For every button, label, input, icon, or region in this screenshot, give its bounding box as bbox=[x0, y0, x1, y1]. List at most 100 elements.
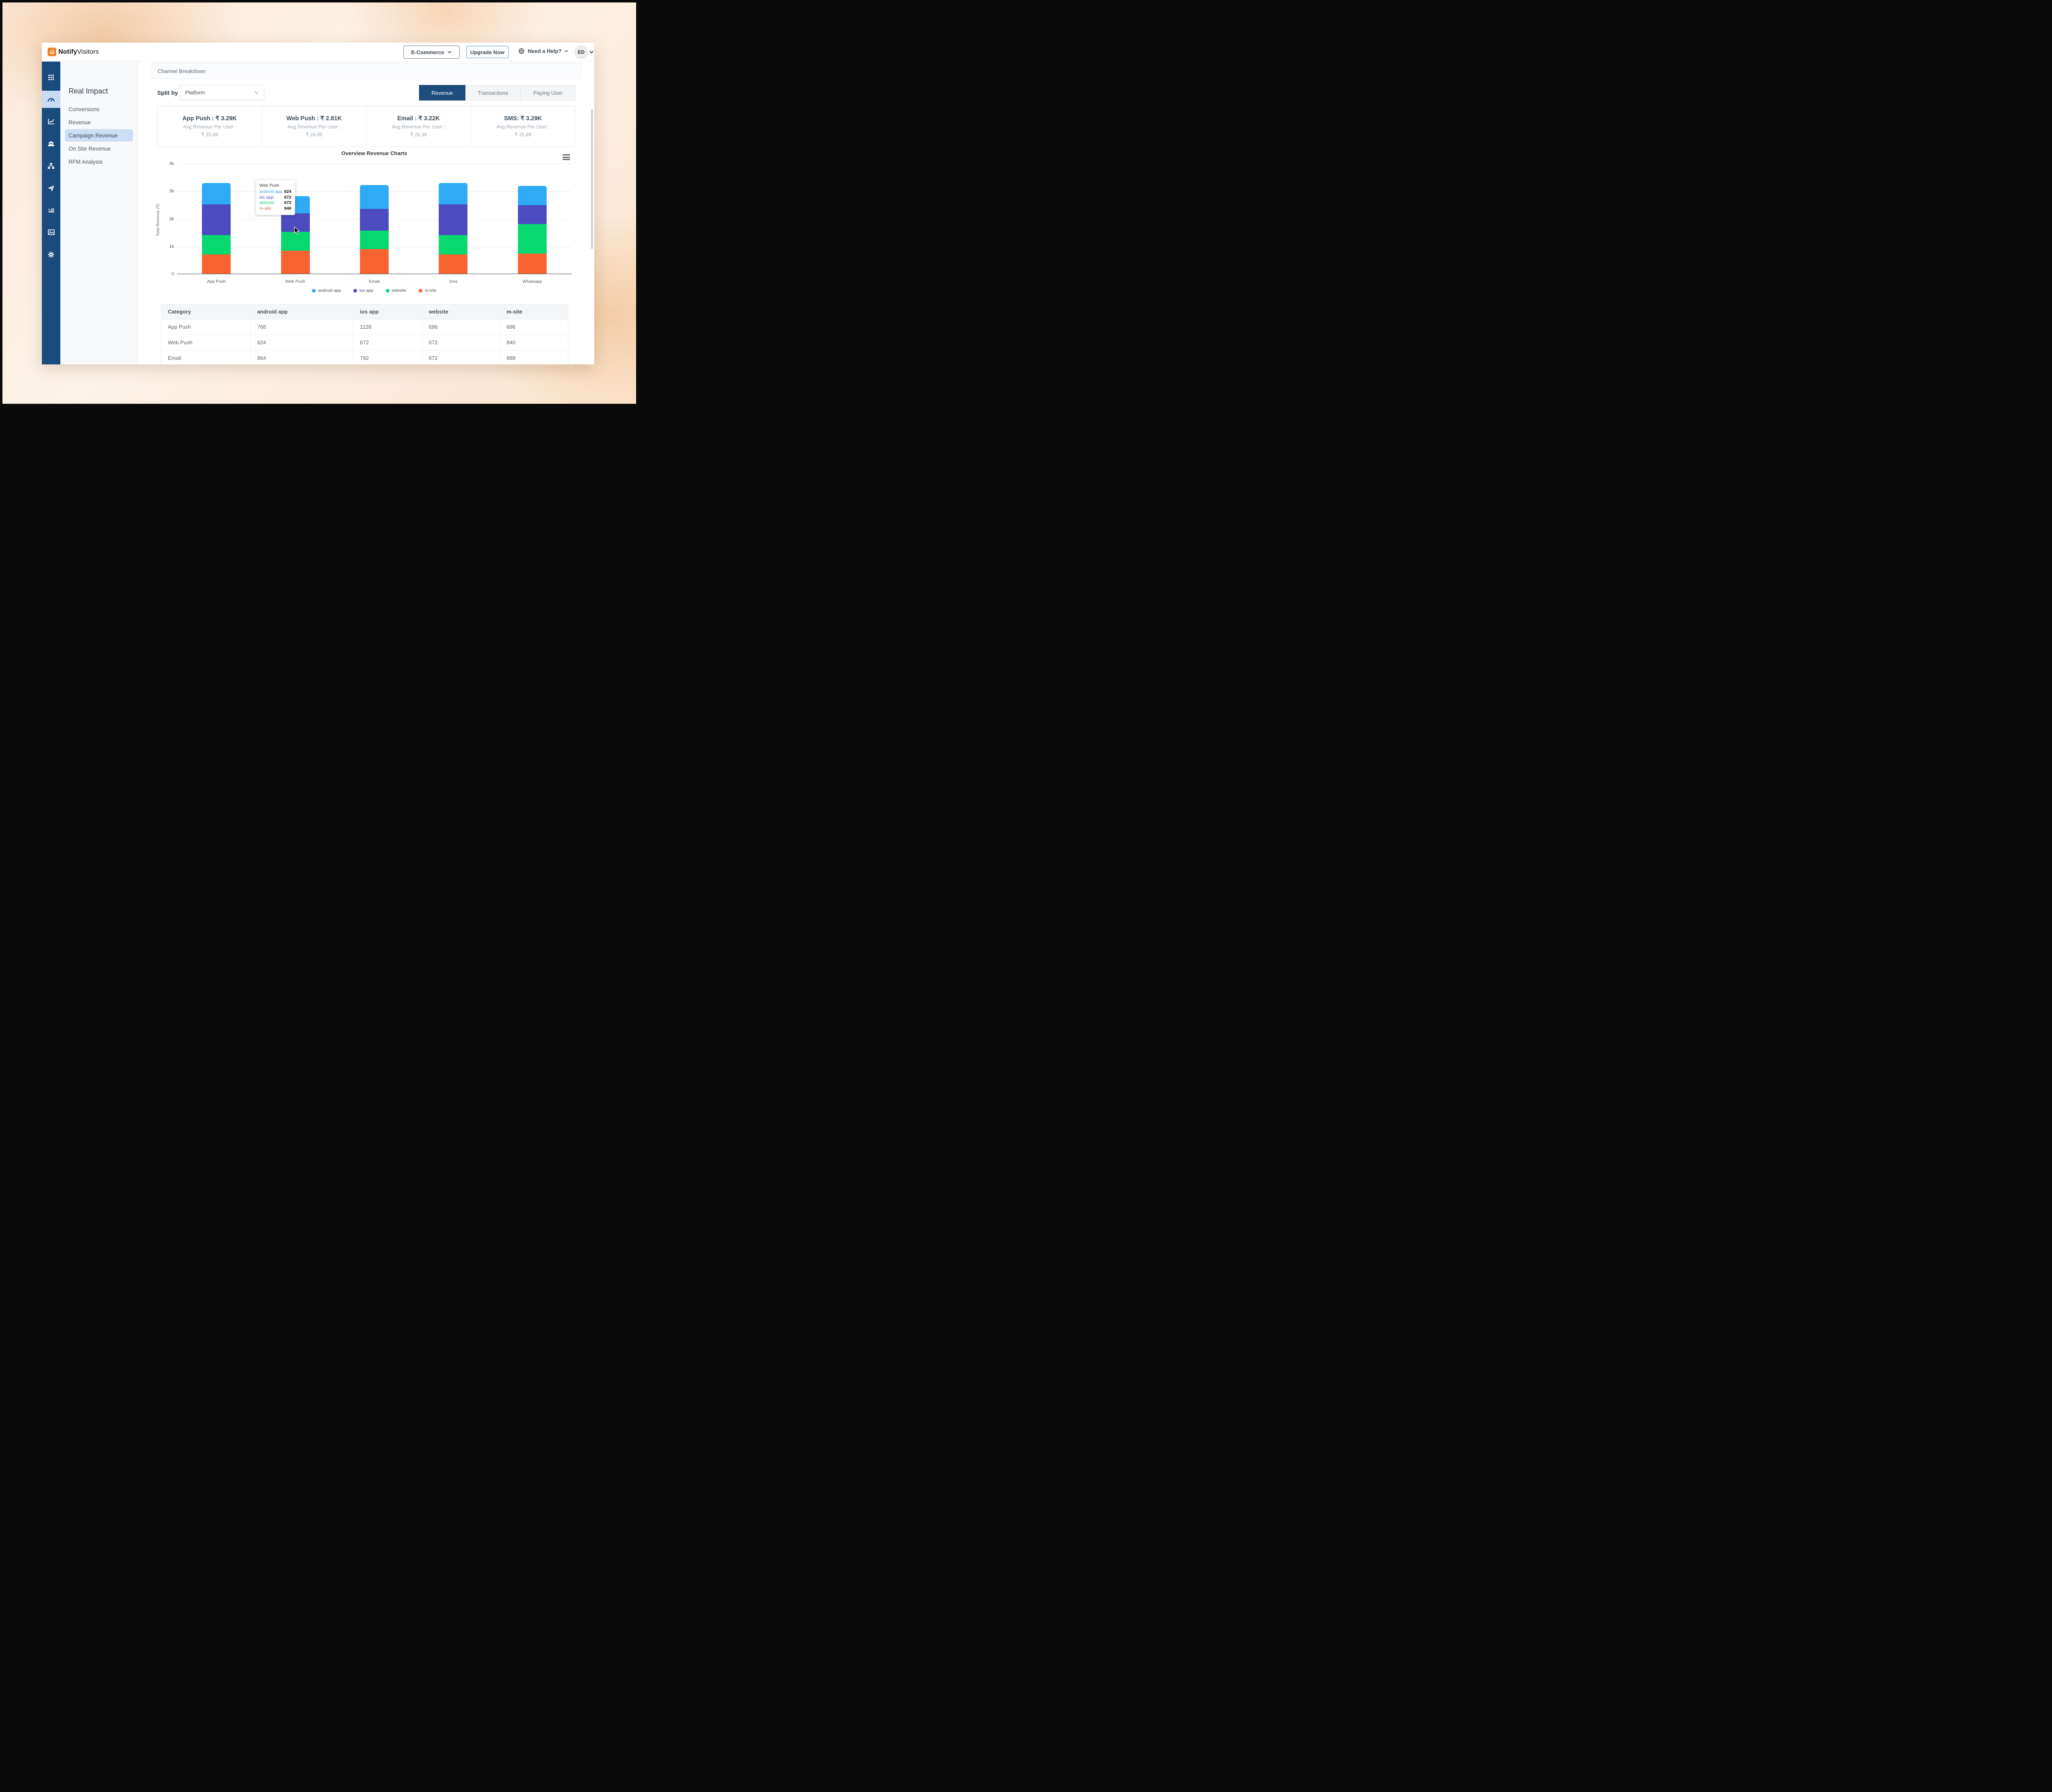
summary-card: App Push : ₹ 3.29K Avg Revenue Per User :… bbox=[158, 106, 262, 146]
help-label: Need a Help? bbox=[528, 48, 562, 54]
bar-segment-website-email[interactable] bbox=[360, 231, 389, 249]
tooltip-series-label: ios app: bbox=[259, 195, 275, 200]
bar-segment-ios-app-whatsapp[interactable] bbox=[518, 205, 547, 224]
tab-revenue[interactable]: Revenue bbox=[419, 85, 465, 101]
help-menu[interactable]: Need a Help? bbox=[518, 48, 568, 55]
settings-icon[interactable] bbox=[42, 246, 60, 263]
bar-segment-website-sms[interactable] bbox=[439, 235, 468, 255]
y-axis-tick: 4k bbox=[169, 161, 174, 166]
bar-segment-website-whatsapp[interactable] bbox=[518, 224, 547, 254]
table-cell: Email bbox=[161, 350, 251, 364]
table-cell: 1128 bbox=[353, 319, 422, 334]
sidebar-icon-rail bbox=[42, 62, 60, 364]
legend-item-website[interactable]: website bbox=[385, 288, 407, 293]
apps-grid-icon[interactable] bbox=[42, 69, 60, 86]
legend-label: website bbox=[392, 288, 407, 293]
bar-segment-android-app-whatsapp[interactable] bbox=[518, 185, 547, 206]
tooltip-series-value: 672 bbox=[284, 200, 291, 205]
bar-segment-ios-app-app-push[interactable] bbox=[202, 204, 231, 236]
legend-dot bbox=[385, 288, 389, 293]
tab-paying-user[interactable]: Paying User bbox=[521, 85, 575, 101]
tooltip-series-value: 672 bbox=[284, 195, 291, 200]
table-cell: 888 bbox=[506, 355, 516, 361]
line-chart-icon[interactable] bbox=[42, 113, 60, 130]
y-axis-tick: 0 bbox=[171, 272, 174, 277]
breadcrumb-bar: Channel Breakdown bbox=[151, 63, 582, 79]
workspace-dropdown[interactable]: E-Commerce bbox=[403, 46, 460, 59]
upgrade-now-label: Upgrade Now bbox=[470, 49, 505, 55]
sidebar-item-campaign-revenue[interactable]: Campaign Revenue bbox=[65, 129, 133, 142]
chart-hamburger-menu-icon[interactable] bbox=[563, 154, 570, 160]
bar-segment-m-site-sms[interactable] bbox=[439, 254, 468, 274]
legend-item-ios-app[interactable]: ios app bbox=[353, 288, 373, 293]
dashboard-gauge-icon[interactable] bbox=[42, 91, 60, 108]
bar-segment-ios-app-sms[interactable] bbox=[439, 204, 468, 236]
legend-item-android-app[interactable]: android app bbox=[312, 288, 341, 293]
bar-segment-website-web-push[interactable] bbox=[281, 232, 310, 251]
bar-segment-m-site-email[interactable] bbox=[360, 249, 389, 274]
bar-segment-android-app-sms[interactable] bbox=[439, 183, 468, 204]
card-title: Web Push : ₹ 2.81K bbox=[286, 115, 342, 122]
table-row-email: Email 864 792 672 888 bbox=[161, 350, 568, 364]
send-icon[interactable] bbox=[42, 179, 60, 197]
sidebar-item-rfm-analysis[interactable]: RFM Analysis bbox=[69, 158, 103, 165]
sitemap-icon[interactable] bbox=[42, 157, 60, 174]
list-icon[interactable] bbox=[42, 201, 60, 219]
bar-segment-m-site-web-push[interactable] bbox=[281, 250, 310, 274]
bar-segment-android-app-app-push[interactable] bbox=[202, 183, 231, 204]
bar-segment-website-app-push[interactable] bbox=[202, 235, 231, 255]
legend-label: m-site bbox=[425, 288, 437, 293]
sidebar-item-on-site-revenue[interactable]: On Site Revenue bbox=[69, 145, 111, 152]
bar-segment-m-site-whatsapp[interactable] bbox=[518, 253, 547, 274]
card-subtitle: Avg Revenue Per User : bbox=[392, 124, 445, 130]
card-subtitle: Avg Revenue Per User : bbox=[496, 124, 550, 130]
legend-item-m-site[interactable]: m-site bbox=[419, 288, 437, 293]
avatar-chevron-icon[interactable] bbox=[589, 50, 594, 54]
x-axis-label-email: Email bbox=[369, 279, 380, 284]
sidebar-item-revenue[interactable]: Revenue bbox=[69, 119, 91, 126]
legend-label: ios app bbox=[359, 288, 373, 293]
image-icon[interactable] bbox=[42, 224, 60, 241]
brand-logo-icon bbox=[48, 48, 56, 56]
avatar-initials: ED bbox=[577, 49, 585, 55]
card-title: SMS: ₹ 3.29K bbox=[504, 115, 542, 122]
summary-card: Web Push : ₹ 2.81K Avg Revenue Per User :… bbox=[262, 106, 366, 146]
sidebar-menu: Real Impact Conversions Revenue Campaign R… bbox=[60, 62, 138, 364]
vertical-scrollbar-thumb[interactable] bbox=[591, 110, 593, 249]
table-header-website: website bbox=[422, 304, 500, 319]
section-title: Channel Breakdown bbox=[158, 68, 206, 74]
table-header-m-site: m-site bbox=[506, 309, 522, 315]
table-row-app-push: App Push 768 1128 696 696 bbox=[161, 319, 568, 335]
chevron-down-icon bbox=[254, 91, 259, 94]
brand-logo[interactable]: NotifyVisitors bbox=[48, 48, 99, 56]
table-header-android-app: android app bbox=[251, 304, 354, 319]
table-header-row: Category android app ios app website m-site bbox=[161, 304, 568, 319]
card-value: ₹ 25.89 bbox=[201, 132, 218, 137]
chevron-down-icon bbox=[565, 50, 568, 53]
split-by-select[interactable]: Platform bbox=[180, 85, 264, 100]
tooltip-series-label: website: bbox=[259, 200, 275, 205]
sidebar-section-title: Real Impact bbox=[69, 87, 108, 95]
split-by-label: Split by bbox=[157, 89, 178, 96]
table-cell: 696 bbox=[422, 319, 500, 334]
top-bar: NotifyVisitors E-Commerce Upgrade Now Ne… bbox=[42, 43, 594, 62]
card-title: App Push : ₹ 3.29K bbox=[182, 115, 237, 122]
y-axis-tick: 2k bbox=[169, 216, 174, 222]
bar-segment-ios-app-email[interactable] bbox=[360, 208, 389, 231]
bar-segment-m-site-app-push[interactable] bbox=[202, 254, 231, 274]
tooltip-series-label: m-site: bbox=[259, 206, 273, 211]
chevron-down-icon bbox=[447, 51, 452, 54]
sidebar-item-conversions[interactable]: Conversions bbox=[69, 106, 100, 112]
tab-transactions[interactable]: Transactions bbox=[465, 85, 521, 101]
table-row-web-push: Web Push 624 672 672 840 bbox=[161, 335, 568, 350]
workspace-dropdown-label: E-Commerce bbox=[411, 49, 444, 55]
breakdown-table: Category android app ios app website m-site A… bbox=[161, 304, 568, 364]
tooltip-series-value: 624 bbox=[284, 189, 291, 194]
user-avatar[interactable]: ED bbox=[574, 45, 588, 59]
y-axis-tick: 3k bbox=[169, 189, 174, 194]
y-axis-tick: 1k bbox=[169, 244, 174, 249]
summary-card: SMS: ₹ 3.29K Avg Revenue Per User : ₹ 25.8… bbox=[471, 106, 575, 146]
upgrade-now-button[interactable]: Upgrade Now bbox=[466, 46, 508, 58]
bar-segment-android-app-email[interactable] bbox=[360, 185, 389, 209]
users-icon[interactable] bbox=[42, 135, 60, 152]
